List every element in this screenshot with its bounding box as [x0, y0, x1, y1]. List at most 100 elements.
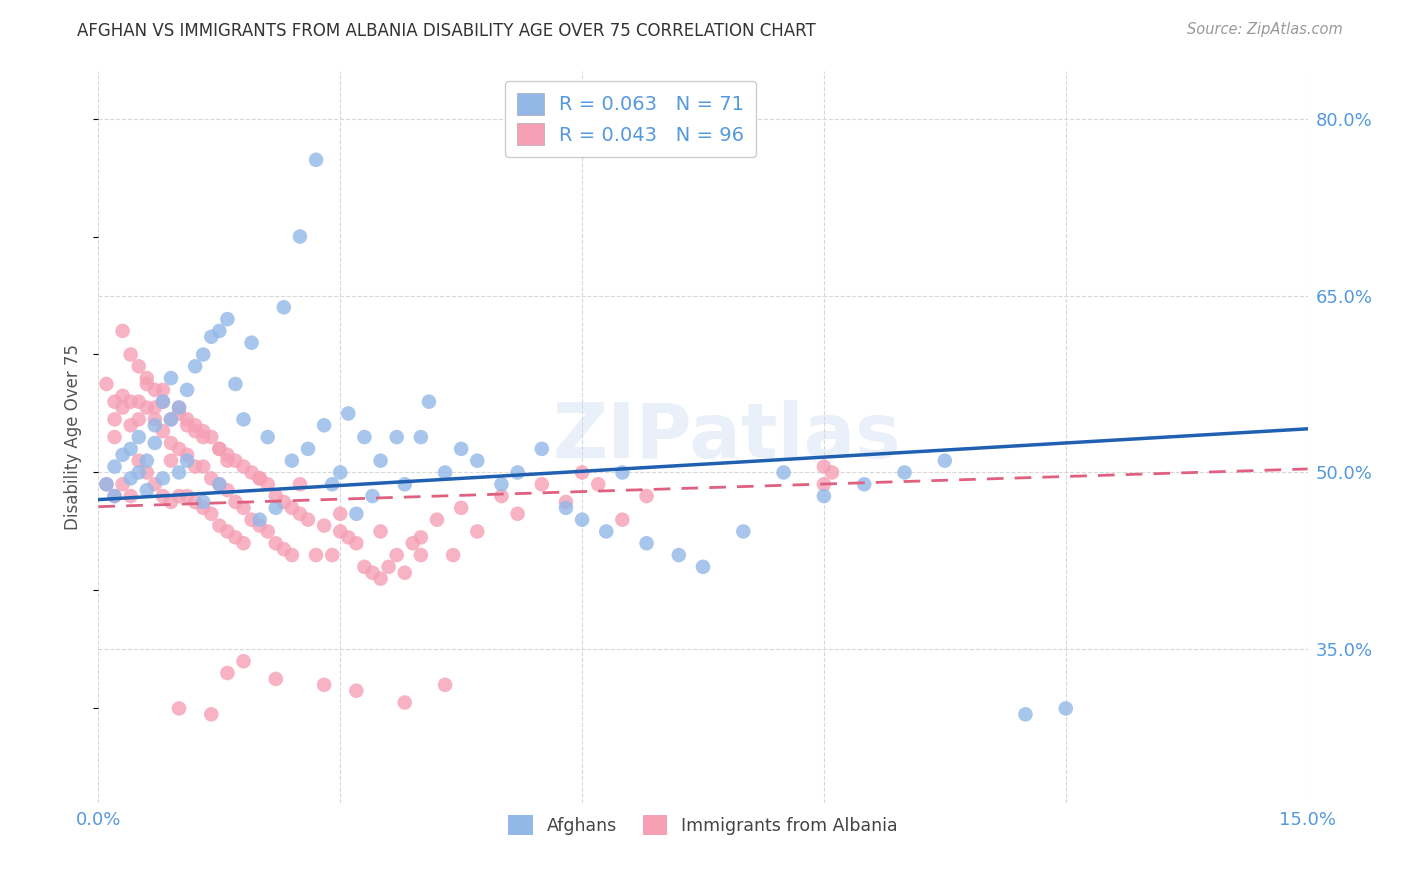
Point	[135, 453, 157, 467]
Point	[232, 412, 254, 426]
Point	[111, 401, 134, 415]
Point	[297, 442, 319, 456]
Point	[353, 559, 375, 574]
Point	[249, 471, 271, 485]
Point	[772, 466, 794, 480]
Point	[314, 418, 336, 433]
Point	[208, 477, 231, 491]
Point	[103, 412, 125, 426]
Point	[135, 371, 157, 385]
Point	[434, 678, 457, 692]
Point	[256, 524, 278, 539]
Point	[240, 466, 263, 480]
Point	[176, 412, 198, 426]
Point	[217, 453, 239, 467]
Point	[135, 466, 157, 480]
Point	[200, 507, 222, 521]
Point	[361, 566, 384, 580]
Point	[288, 477, 311, 491]
Point	[143, 477, 166, 491]
Point	[321, 477, 343, 491]
Point	[281, 548, 304, 562]
Point	[200, 707, 222, 722]
Point	[297, 513, 319, 527]
Point	[111, 389, 134, 403]
Point	[1054, 701, 1077, 715]
Point	[264, 489, 287, 503]
Point	[120, 442, 142, 456]
Point	[249, 471, 271, 485]
Point	[193, 495, 215, 509]
Point	[232, 500, 254, 515]
Point	[288, 507, 311, 521]
Point	[612, 466, 634, 480]
Point	[143, 412, 166, 426]
Point	[184, 495, 207, 509]
Point	[120, 418, 142, 433]
Point	[813, 489, 835, 503]
Point	[232, 459, 254, 474]
Point	[167, 489, 190, 503]
Point	[167, 466, 190, 480]
Point	[160, 371, 183, 385]
Point	[465, 524, 488, 539]
Point	[571, 513, 593, 527]
Point	[249, 513, 271, 527]
Point	[135, 483, 157, 498]
Point	[217, 483, 239, 498]
Point	[344, 507, 367, 521]
Point	[224, 376, 246, 391]
Legend: Afghans, Immigrants from Albania: Afghans, Immigrants from Albania	[498, 805, 908, 846]
Point	[176, 383, 198, 397]
Point	[264, 536, 287, 550]
Point	[370, 453, 392, 467]
Point	[344, 683, 367, 698]
Point	[264, 500, 287, 515]
Point	[273, 542, 295, 557]
Point	[103, 430, 125, 444]
Point	[193, 430, 215, 444]
Point	[160, 436, 183, 450]
Point	[128, 359, 150, 374]
Point	[103, 489, 125, 503]
Point	[256, 477, 278, 491]
Point	[128, 466, 150, 480]
Point	[434, 466, 457, 480]
Point	[555, 500, 578, 515]
Text: Source: ZipAtlas.com: Source: ZipAtlas.com	[1187, 22, 1343, 37]
Point	[232, 654, 254, 668]
Point	[217, 666, 239, 681]
Point	[152, 383, 174, 397]
Point	[232, 536, 254, 550]
Point	[143, 436, 166, 450]
Point	[152, 471, 174, 485]
Point	[394, 696, 416, 710]
Point	[668, 548, 690, 562]
Point	[264, 672, 287, 686]
Point	[273, 495, 295, 509]
Point	[111, 324, 134, 338]
Point	[167, 701, 190, 715]
Point	[176, 453, 198, 467]
Point	[394, 566, 416, 580]
Point	[813, 477, 835, 491]
Point	[103, 489, 125, 503]
Point	[120, 471, 142, 485]
Point	[530, 477, 553, 491]
Point	[193, 424, 215, 438]
Point	[143, 383, 166, 397]
Point	[176, 418, 198, 433]
Point	[506, 466, 529, 480]
Point	[385, 430, 408, 444]
Point	[314, 518, 336, 533]
Point	[465, 453, 488, 467]
Point	[96, 477, 118, 491]
Point	[692, 559, 714, 574]
Point	[135, 401, 157, 415]
Point	[167, 407, 190, 421]
Point	[636, 536, 658, 550]
Point	[103, 394, 125, 409]
Point	[530, 442, 553, 456]
Point	[176, 489, 198, 503]
Point	[128, 430, 150, 444]
